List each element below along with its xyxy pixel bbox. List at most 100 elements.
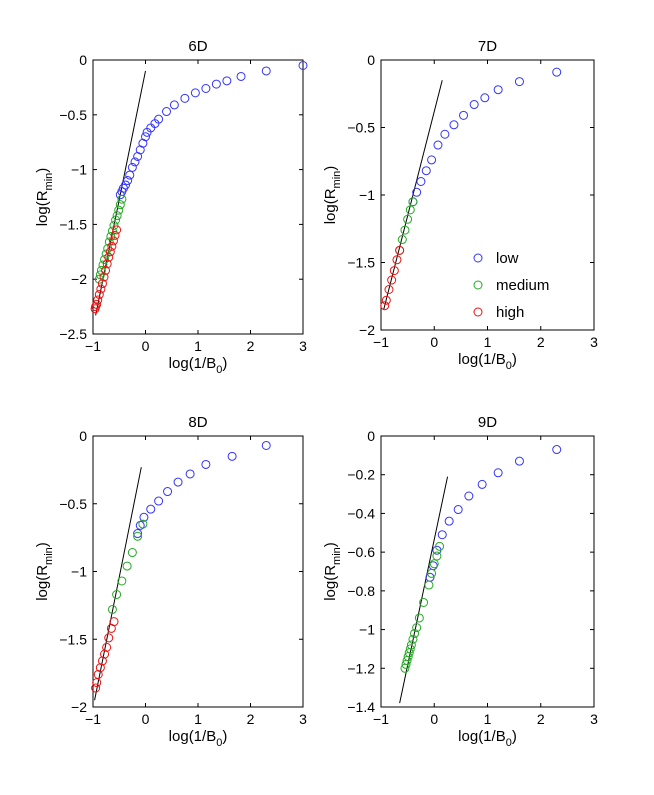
data-point-medium (107, 604, 117, 614)
plot-frame (380, 435, 595, 708)
x-axis-label: log(1/B0) (458, 728, 517, 749)
data-point-high (100, 649, 110, 659)
panel-9D: 9D −1 0 1 2 3 −1.4 −1.2 −1 −0.8 −0.6 −0.4 −0.2 0 log(1… (322, 414, 598, 749)
data-point-low (173, 477, 183, 487)
data-point-low (552, 67, 562, 77)
data-point-medium (112, 211, 122, 221)
data-point-low (135, 145, 145, 155)
data-point-medium (107, 226, 117, 236)
y-tick-label: −2 (359, 322, 375, 338)
data-point-low (115, 190, 125, 200)
y-tick-label: −0.6 (347, 544, 375, 560)
series-high (380, 245, 405, 311)
data-point-medium (103, 244, 113, 254)
data-point-medium (117, 576, 127, 586)
data-point-low (141, 132, 150, 142)
panel-6D: 6D −1 0 1 2 3 −2.5 −2 −1.5 −1 −0.5 0 log(1/B0) log(Rm… (34, 38, 308, 376)
data-point-high (102, 259, 112, 269)
data-point-medium (397, 235, 407, 245)
data-point-high (110, 230, 120, 240)
x-tick-label: 1 (194, 338, 202, 354)
x-tick-label: −1 (85, 338, 101, 354)
data-point-medium (133, 531, 143, 541)
data-point-low (125, 170, 135, 180)
data-point-high (387, 275, 397, 285)
data-point-medium (400, 663, 410, 673)
y-tick-label: −1.2 (347, 660, 375, 676)
x-tick-label: 3 (590, 711, 598, 727)
chart-title: 6D (188, 38, 207, 55)
series-medium (400, 541, 445, 673)
y-tick-label: −0.2 (347, 467, 375, 483)
data-point-low (133, 529, 143, 539)
data-point-low (133, 151, 143, 161)
data-point-high (104, 252, 114, 262)
legend-label-medium: medium (496, 277, 549, 294)
data-point-low (190, 88, 200, 98)
data-point-high (392, 255, 402, 265)
x-tick-label: 3 (590, 334, 598, 350)
data-point-high (395, 245, 405, 255)
data-point-high (92, 678, 102, 688)
data-point-low (469, 100, 479, 110)
data-point-high (95, 663, 105, 673)
y-tick-label: −0.8 (347, 583, 375, 599)
data-point-high (92, 299, 102, 309)
x-axis-label: log(1/B0) (169, 355, 228, 376)
data-point-low (142, 127, 152, 137)
x-tick-label: 3 (299, 711, 307, 727)
data-point-high (108, 236, 118, 246)
data-point-medium (100, 254, 110, 264)
y-tick-label: −1 (359, 187, 375, 203)
x-tick-label: 1 (484, 334, 492, 350)
data-point-low (416, 177, 426, 186)
data-point-high (107, 241, 117, 251)
data-point-medium (98, 260, 108, 270)
y-tick-label: −1.5 (59, 216, 87, 232)
data-point-high (389, 266, 399, 276)
x-tick-label: −1 (373, 334, 389, 350)
data-point-low (138, 138, 148, 148)
data-point-low (298, 60, 308, 70)
data-point-high (105, 247, 115, 257)
data-point-medium (408, 197, 418, 207)
plot-frame (92, 435, 304, 708)
data-point-high (97, 279, 107, 289)
x-tick-label: −1 (85, 711, 101, 727)
data-point-medium (419, 597, 429, 607)
data-point-medium (432, 551, 442, 561)
x-tick-label: 0 (142, 711, 150, 727)
data-point-high (380, 301, 390, 311)
x-tick-label: 2 (247, 338, 255, 354)
data-point-medium (138, 519, 148, 529)
y-axis-label: log(Rmin) (322, 542, 343, 601)
y-tick-label: 0 (367, 428, 375, 444)
data-point-low (154, 496, 164, 506)
chart-title: 9D (478, 414, 497, 431)
data-point-high (90, 304, 100, 314)
fit-line (383, 80, 443, 310)
data-point-medium (104, 237, 114, 247)
data-point-low (477, 479, 487, 489)
data-point-low (514, 456, 524, 466)
data-point-low (163, 487, 173, 497)
data-point-medium (401, 659, 411, 669)
x-tick-label: 2 (247, 711, 255, 727)
y-axis-label: log(Rmin) (34, 542, 55, 601)
data-point-low (211, 79, 221, 89)
series-high (90, 225, 122, 314)
panel-8D: 8D −1 0 1 2 3 −2 −1.5 −1 −0.5 0 log(1/B0) log(Rmin) (34, 414, 307, 749)
data-point-medium (400, 225, 410, 235)
y-tick-label: −0.5 (347, 120, 375, 136)
data-point-medium (414, 613, 424, 623)
y-tick-label: −1.4 (347, 699, 375, 715)
y-tick-label: −0.5 (59, 496, 87, 512)
series-low (133, 440, 271, 539)
data-point-low (146, 504, 156, 514)
legend-label-low: low (496, 250, 519, 267)
data-point-high (384, 285, 394, 294)
data-point-medium (410, 628, 420, 638)
y-tick-label: −2 (71, 699, 87, 715)
data-point-low (464, 491, 474, 501)
